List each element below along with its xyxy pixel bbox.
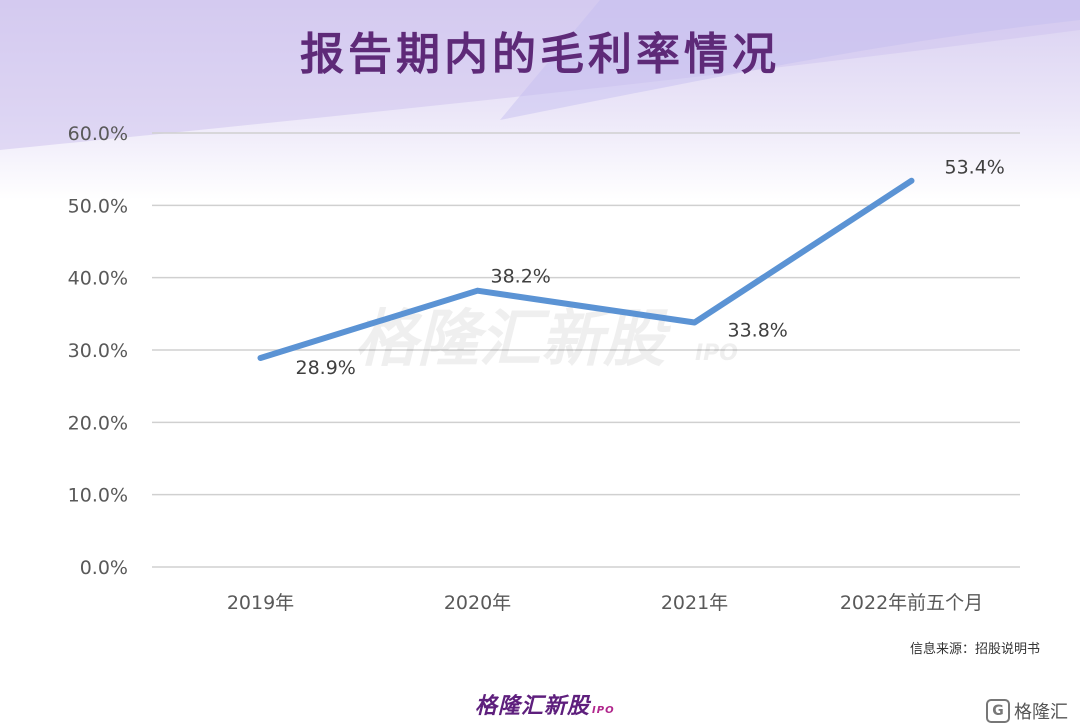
chart-title: 报告期内的毛利率情况: [300, 29, 780, 80]
data-label: 28.9%: [296, 357, 356, 379]
y-tick-label: 20.0%: [68, 412, 128, 434]
corner-brand-text: 格隆汇: [1014, 702, 1068, 723]
x-axis-tick-labels: 2019年 2020年 2021年 2022年前五个月: [227, 592, 983, 614]
x-tick-label: 2022年前五个月: [840, 592, 983, 614]
footer-logo-text: 格隆汇新股: [475, 694, 591, 719]
gridlines: [152, 132, 1020, 568]
data-label: 33.8%: [728, 320, 788, 342]
x-tick-label: 2020年: [444, 592, 511, 614]
data-label: 38.2%: [491, 266, 551, 288]
footer-logo: 格隆汇新股 IPO: [475, 688, 615, 720]
data-labels: 28.9% 38.2% 33.8% 53.4%: [296, 157, 1005, 379]
data-label: 53.4%: [945, 157, 1005, 179]
series-polyline: [257, 177, 915, 361]
header-decoration: [0, 0, 1080, 150]
y-tick-label: 40.0%: [68, 268, 128, 290]
brand-g-icon: G: [986, 699, 1010, 723]
series-line: [257, 177, 915, 361]
y-tick-label: 60.0%: [68, 123, 128, 145]
y-tick-label: 10.0%: [68, 485, 128, 507]
footer-logo-suffix: IPO: [592, 705, 615, 716]
y-tick-label: 30.0%: [68, 340, 128, 362]
y-tick-label: 50.0%: [68, 195, 128, 217]
y-tick-label: 0.0%: [80, 557, 128, 579]
y-axis-tick-labels: 0.0% 10.0% 20.0% 30.0% 40.0% 50.0% 60.0%: [68, 123, 128, 579]
watermark-suffix: IPO: [695, 341, 738, 366]
source-note: 信息来源：招股说明书: [909, 642, 1040, 657]
corner-brand: G 格隆汇: [986, 698, 1068, 724]
x-tick-label: 2019年: [227, 592, 294, 614]
x-tick-label: 2021年: [661, 592, 728, 614]
